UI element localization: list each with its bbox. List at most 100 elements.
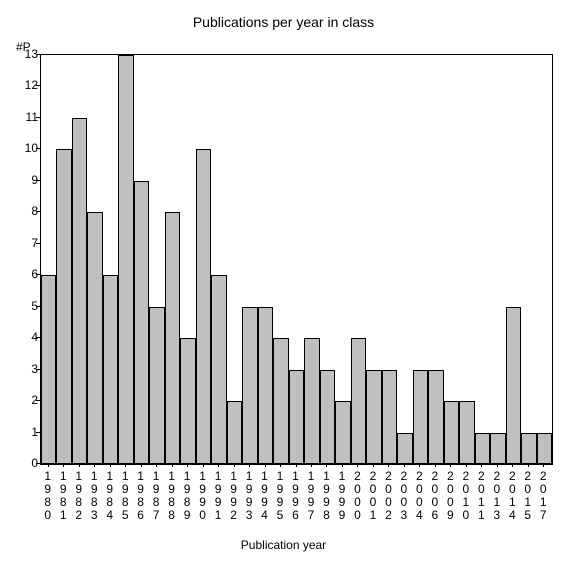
- x-tick-label: 1985: [121, 470, 129, 522]
- bar: [242, 307, 257, 464]
- bar: [211, 275, 226, 464]
- x-axis-label: Publication year: [0, 538, 567, 552]
- y-tick-mark: [36, 117, 40, 118]
- x-tick-label: 2015: [524, 470, 532, 522]
- x-tick-label: 2013: [493, 470, 501, 522]
- bar: [475, 433, 490, 464]
- x-tick-mark: [450, 463, 451, 467]
- x-tick-mark: [234, 463, 235, 467]
- y-tick-mark: [36, 211, 40, 212]
- x-tick-label: 2004: [415, 470, 423, 522]
- bar: [304, 338, 319, 464]
- x-tick-label: 1987: [152, 470, 160, 522]
- bar: [273, 338, 288, 464]
- bar: [351, 338, 366, 464]
- y-tick-mark: [36, 432, 40, 433]
- x-tick-label: 2000: [353, 470, 361, 522]
- x-tick-mark: [326, 463, 327, 467]
- x-tick-label: 1982: [75, 470, 83, 522]
- x-tick-label: 1992: [230, 470, 238, 522]
- x-tick-label: 2001: [369, 470, 377, 522]
- x-tick-label: 2002: [384, 470, 392, 522]
- x-tick-label: 2010: [462, 470, 470, 522]
- chart-container: Publications per year in class #P Public…: [0, 0, 567, 567]
- x-tick-mark: [187, 463, 188, 467]
- x-tick-label: 2009: [446, 470, 454, 522]
- x-tick-label: 1991: [214, 470, 222, 522]
- y-tick-mark: [36, 85, 40, 86]
- x-tick-label: 1981: [59, 470, 67, 522]
- x-tick-label: 1984: [106, 470, 114, 522]
- x-tick-mark: [156, 463, 157, 467]
- y-tick-mark: [36, 369, 40, 370]
- x-tick-mark: [110, 463, 111, 467]
- bar: [41, 275, 56, 464]
- bar: [444, 401, 459, 464]
- x-tick-mark: [528, 463, 529, 467]
- y-tick-mark: [36, 400, 40, 401]
- x-tick-mark: [543, 463, 544, 467]
- x-tick-label: 1995: [276, 470, 284, 522]
- bar: [72, 118, 87, 464]
- x-tick-mark: [357, 463, 358, 467]
- x-tick-label: 2006: [431, 470, 439, 522]
- x-tick-mark: [141, 463, 142, 467]
- x-tick-mark: [466, 463, 467, 467]
- x-tick-label: 1980: [44, 470, 52, 522]
- x-tick-mark: [311, 463, 312, 467]
- x-tick-label: 1988: [168, 470, 176, 522]
- x-tick-mark: [172, 463, 173, 467]
- bar: [490, 433, 505, 464]
- chart-title: Publications per year in class: [0, 14, 567, 30]
- bar: [320, 370, 335, 464]
- bar: [87, 212, 102, 464]
- x-tick-mark: [481, 463, 482, 467]
- bar: [413, 370, 428, 464]
- x-tick-label: 1990: [199, 470, 207, 522]
- bar: [366, 370, 381, 464]
- plot-area: [40, 54, 553, 465]
- x-tick-mark: [512, 463, 513, 467]
- bar: [258, 307, 273, 464]
- x-tick-mark: [404, 463, 405, 467]
- y-tick-mark: [36, 306, 40, 307]
- x-tick-mark: [218, 463, 219, 467]
- y-tick-mark: [36, 148, 40, 149]
- x-tick-label: 2017: [539, 470, 547, 522]
- bar: [397, 433, 412, 464]
- bar: [227, 401, 242, 464]
- x-tick-mark: [373, 463, 374, 467]
- bar: [428, 370, 443, 464]
- bar: [165, 212, 180, 464]
- x-tick-mark: [63, 463, 64, 467]
- bar: [521, 433, 536, 464]
- x-tick-mark: [388, 463, 389, 467]
- bar: [196, 149, 211, 464]
- x-tick-mark: [265, 463, 266, 467]
- x-tick-label: 2011: [477, 470, 485, 522]
- bar: [506, 307, 521, 464]
- x-tick-label: 1986: [137, 470, 145, 522]
- x-tick-mark: [79, 463, 80, 467]
- x-tick-mark: [435, 463, 436, 467]
- y-tick-mark: [36, 243, 40, 244]
- bar: [103, 275, 118, 464]
- x-tick-label: 1997: [307, 470, 315, 522]
- bar: [335, 401, 350, 464]
- bar: [289, 370, 304, 464]
- x-tick-label: 1993: [245, 470, 253, 522]
- y-tick-mark: [36, 180, 40, 181]
- bar: [382, 370, 397, 464]
- x-tick-mark: [203, 463, 204, 467]
- x-tick-label: 1994: [261, 470, 269, 522]
- bar: [118, 55, 133, 464]
- x-tick-mark: [497, 463, 498, 467]
- x-tick-label: 1998: [322, 470, 330, 522]
- bar: [149, 307, 164, 464]
- bar: [537, 433, 552, 464]
- x-tick-mark: [48, 463, 49, 467]
- bar: [459, 401, 474, 464]
- y-tick-mark: [36, 274, 40, 275]
- y-tick-mark: [36, 337, 40, 338]
- x-tick-label: 1983: [90, 470, 98, 522]
